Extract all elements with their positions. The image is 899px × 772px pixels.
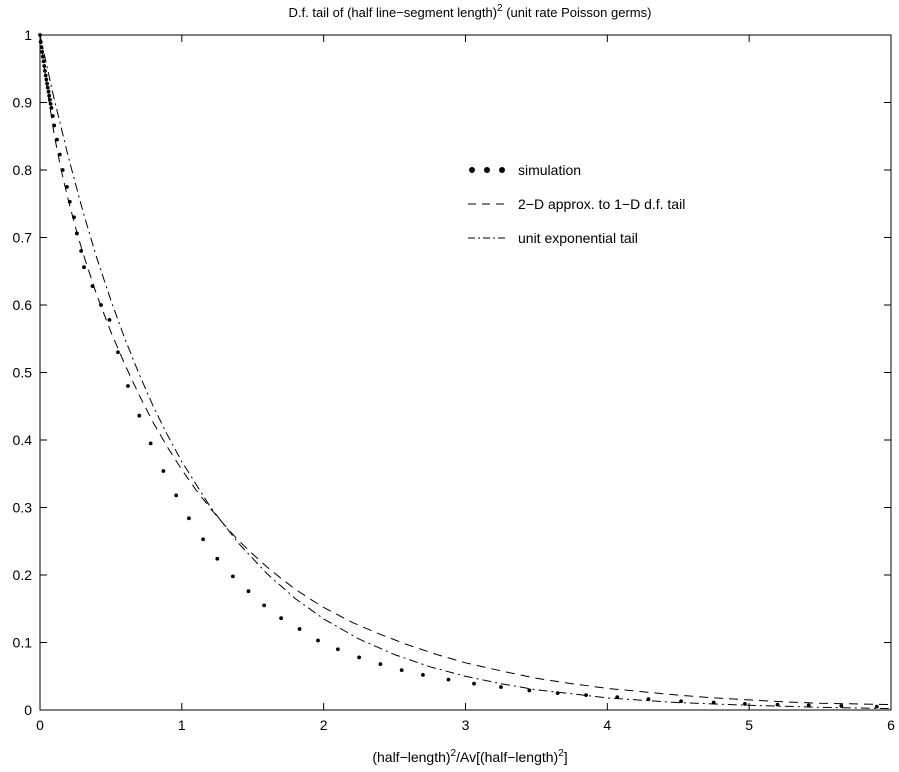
y-tick-label: 0.6 [13,297,33,313]
series-2d-approx-line [39,34,892,706]
y-tick-label: 1 [24,27,32,43]
x-axis-label-part: (half−length) [372,749,450,765]
simulation-point [65,184,69,189]
legend-dot-marker [484,167,490,173]
simulation-point [378,662,383,666]
simulation-point [399,668,404,673]
x-axis-label-superscript: 2 [558,748,564,759]
x-tick-label: 5 [745,717,753,733]
plot-area: 0 1 2 3 4 5 6 0 0.1 0.2 0.3 0.4 0.5 0.6 0.7 0.8 0.9 1 [13,27,896,733]
series-exponential-line [39,34,892,710]
x-tick-label: 0 [36,717,44,733]
legend-label: 2−D approx. to 1−D d.f. tail [518,196,685,212]
simulation-point [839,704,844,708]
y-tick-label: 0.7 [13,230,33,246]
x-axis-label-part: ] [564,749,568,765]
simulation-point [137,413,142,418]
x-tick-label: 1 [178,717,186,733]
y-tick-label: 0.8 [13,162,33,178]
y-tick-label: 0.3 [13,500,33,516]
simulation-point [357,655,362,660]
simulation-point [279,616,284,621]
x-axis-label: (half−length)2/Av[(half−length)2] [372,748,567,765]
simulation-point [39,45,44,50]
simulation-point [262,603,266,608]
simulation-point [187,516,191,521]
simulation-point [527,688,532,693]
legend: simulation 2−D approx. to 1−D d.f. tail un… [468,162,685,246]
simulation-point [49,106,54,110]
y-tick-label: 0.4 [13,432,33,448]
x-tick-label: 3 [462,717,470,733]
simulation-point [107,317,112,322]
simulation-point [148,441,153,446]
simulation-point [775,702,780,707]
simulation-point [472,681,476,686]
legend-dot-marker [499,167,505,173]
legend-dot-marker [469,167,475,173]
y-tick-label: 0.9 [13,95,33,111]
y-tick-label: 0.5 [13,365,33,381]
simulation-point [679,699,683,704]
x-axis-label-superscript: 2 [451,748,457,759]
simulation-point [246,589,251,594]
simulation-point [584,693,588,698]
simulation-point [116,350,120,355]
simulation-point [55,137,59,142]
x-tick-label: 2 [320,717,328,733]
simulation-point [215,556,220,561]
simulation-point [41,59,46,64]
simulation-point [82,265,86,270]
y-tick-label: 0 [24,702,32,718]
x-tick-label: 4 [603,717,611,733]
x-axis-label-part: /Av[(half−length) [456,749,558,765]
simulation-point [46,89,51,94]
simulation-point [79,249,84,253]
simulation-point [161,469,166,473]
simulation-point [499,685,503,689]
simulation-point [230,574,235,579]
simulation-point [335,647,340,652]
simulation-point [297,627,302,631]
y-tick-label: 0.1 [13,635,33,651]
simulation-point [316,638,320,643]
simulation-point [874,704,879,709]
chart-title: D.f. tail of (half line−segment length)2… [289,3,652,20]
legend-label: simulation [518,162,581,178]
y-tick-label: 0.2 [13,567,33,583]
simulation-point [43,73,48,78]
simulation-point [57,152,62,157]
simulation-point [421,673,425,677]
simulation-point [174,493,179,498]
legend-label: unit exponential tail [518,230,638,246]
series-simulation-points [38,33,879,709]
simulation-point [743,702,747,706]
simulation-point [201,537,206,542]
simulation-point [126,384,130,388]
x-tick-label: 6 [887,717,895,733]
simulation-point [806,703,811,708]
simulation-point [446,677,451,682]
